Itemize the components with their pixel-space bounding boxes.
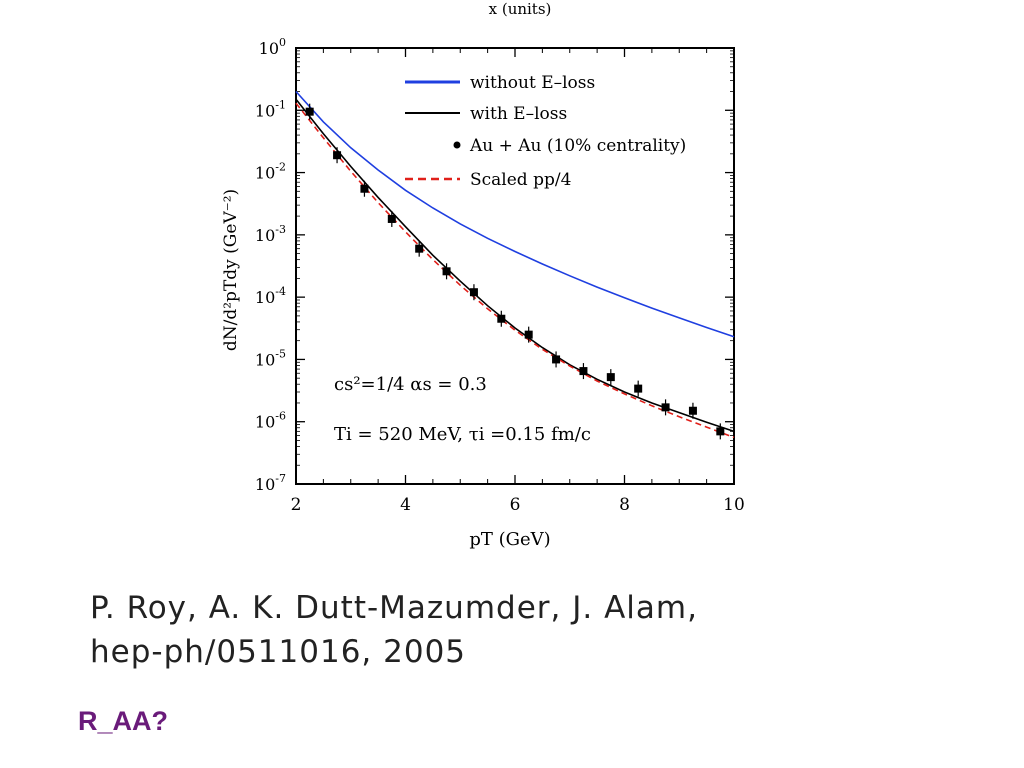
data-point <box>387 214 396 223</box>
x-tick-label: 10 <box>723 495 745 515</box>
y-tick-label: 10-7 <box>255 472 286 494</box>
legend-marker <box>453 141 461 149</box>
top-axis-label-fragment: x (units) <box>489 0 552 18</box>
data-point <box>305 107 314 116</box>
data-point <box>360 184 369 193</box>
tick-labels: 2 4 6 8 10 100 10-1 10-2 10-3 10-4 10-5 10-6 10-7 <box>255 36 745 515</box>
data-point <box>469 288 478 297</box>
y-tick-label: 10-3 <box>255 223 286 245</box>
y-tick-label: 10-4 <box>255 285 286 307</box>
series-layer <box>295 90 735 439</box>
citation-authors: P. Roy, A. K. Dutt-Mazumder, J. Alam, <box>90 590 698 626</box>
data-point <box>634 384 643 393</box>
data-point <box>716 427 725 436</box>
citation-reference: hep-ph/0511016, 2005 <box>90 634 467 670</box>
annotation-initial-conditions: Ti = 520 MeV, τi =0.15 fm/c <box>334 424 591 445</box>
x-tick-label: 8 <box>619 495 630 515</box>
x-tick-label: 6 <box>510 495 521 515</box>
plot-frame <box>295 47 735 485</box>
y-axis-label: dN/d²pTdy (GeV⁻²) <box>221 189 241 351</box>
citation: P. Roy, A. K. Dutt-Mazumder, J. Alam, he… <box>90 586 698 674</box>
y-tick-label: 10-1 <box>255 98 286 120</box>
data-point <box>579 367 588 376</box>
data-point <box>442 267 451 276</box>
legend-label: without E–loss <box>470 73 595 93</box>
annotation-params: cs²=1/4 αs = 0.3 <box>334 374 487 395</box>
chart: 2 4 6 8 10 100 10-1 10-2 10-3 10-4 10-5 10-6 10-7 wi… <box>221 0 745 550</box>
spectrum-plot: 2 4 6 8 10 100 10-1 10-2 10-3 10-4 10-5 10-6 10-7 wi… <box>221 0 745 550</box>
note-raa: R_AA? <box>78 706 169 736</box>
y-tick-label: 10-6 <box>255 410 286 432</box>
data-point <box>524 330 533 339</box>
series-line <box>295 98 735 433</box>
data-markers <box>305 103 725 440</box>
data-point <box>333 151 342 160</box>
legend: without E–loss with E–loss Au + Au (10% ce… <box>405 73 686 190</box>
data-point <box>552 355 561 364</box>
data-point <box>606 373 615 382</box>
y-tick-label: 10-2 <box>255 161 286 183</box>
data-point <box>688 406 697 415</box>
y-tick-label: 10-5 <box>255 347 286 369</box>
axis-labels: pT (GeV) dN/d²pTdy (GeV⁻²) x (units) <box>221 0 551 550</box>
x-tick-label: 2 <box>291 495 302 515</box>
legend-label: with E–loss <box>470 104 567 124</box>
x-axis-label: pT (GeV) <box>469 529 550 550</box>
x-tick-label: 4 <box>400 495 411 515</box>
legend-label: Au + Au (10% centrality) <box>469 136 686 156</box>
series-line <box>295 90 735 338</box>
y-tick-label: 100 <box>259 36 286 58</box>
data-point <box>661 403 670 412</box>
annotations: cs²=1/4 αs = 0.3 Ti = 520 MeV, τi =0.15 f… <box>334 374 591 445</box>
legend-label: Scaled pp/4 <box>470 170 571 190</box>
series-line <box>295 102 735 439</box>
data-point <box>415 244 424 253</box>
data-point <box>497 314 506 323</box>
